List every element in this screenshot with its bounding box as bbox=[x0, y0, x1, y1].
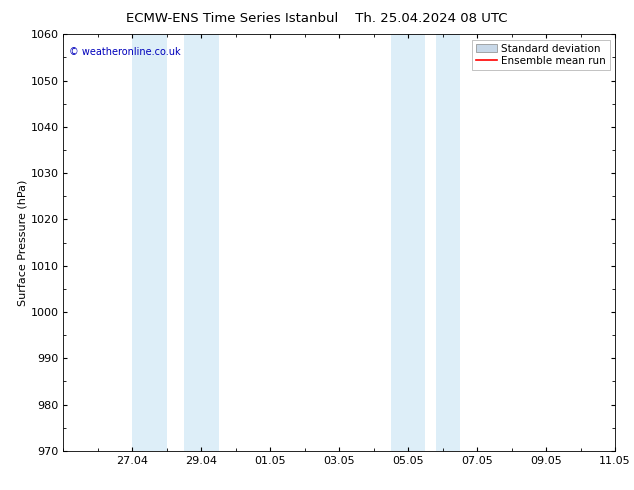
Y-axis label: Surface Pressure (hPa): Surface Pressure (hPa) bbox=[18, 179, 28, 306]
Bar bbox=[184, 34, 219, 451]
Bar bbox=[436, 34, 460, 451]
Text: © weatheronline.co.uk: © weatheronline.co.uk bbox=[69, 47, 181, 57]
Bar bbox=[391, 34, 425, 451]
Bar bbox=[133, 34, 167, 451]
Legend: Standard deviation, Ensemble mean run: Standard deviation, Ensemble mean run bbox=[472, 40, 610, 70]
Text: ECMW-ENS Time Series Istanbul    Th. 25.04.2024 08 UTC: ECMW-ENS Time Series Istanbul Th. 25.04.… bbox=[126, 12, 508, 25]
